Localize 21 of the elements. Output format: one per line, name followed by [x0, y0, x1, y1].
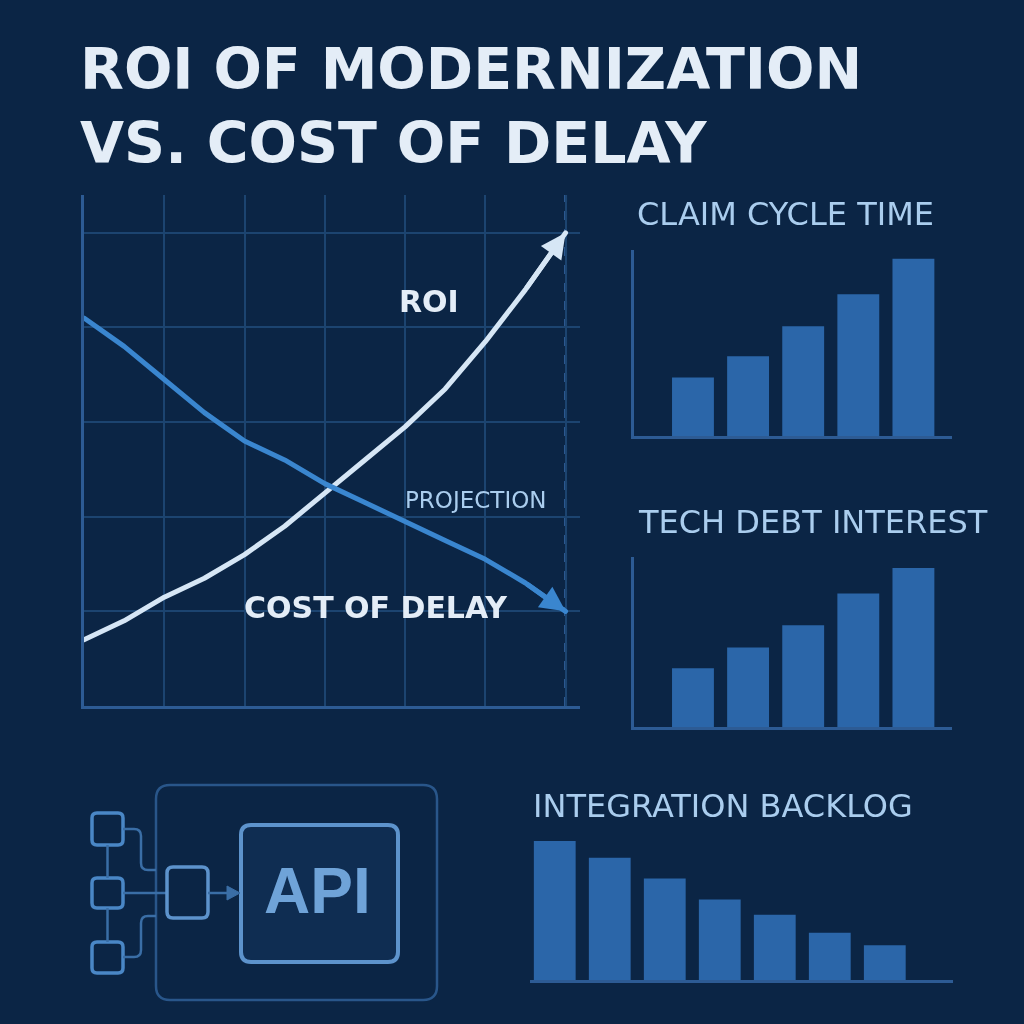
bar [588, 857, 631, 980]
chart-title: TECH DEBT INTEREST [638, 503, 988, 541]
bar [837, 294, 880, 436]
bar [863, 945, 906, 980]
bar [698, 899, 741, 980]
bar [808, 932, 851, 980]
bar [643, 878, 686, 980]
bar [837, 593, 880, 727]
bar [782, 625, 825, 727]
chart-title: CLAIM CYCLE TIME [637, 195, 934, 233]
bar [727, 647, 770, 727]
bar [753, 914, 796, 980]
bar [892, 258, 935, 436]
chart-title: ROI OF MODERNIZATION VS. COST OF DELAY [80, 36, 863, 177]
bar [672, 668, 714, 727]
bar [672, 377, 714, 436]
chart-title: INTEGRATION BACKLOG [533, 787, 913, 825]
bar [533, 841, 576, 980]
bar [892, 568, 935, 727]
bar [727, 356, 770, 436]
bar [782, 326, 825, 436]
